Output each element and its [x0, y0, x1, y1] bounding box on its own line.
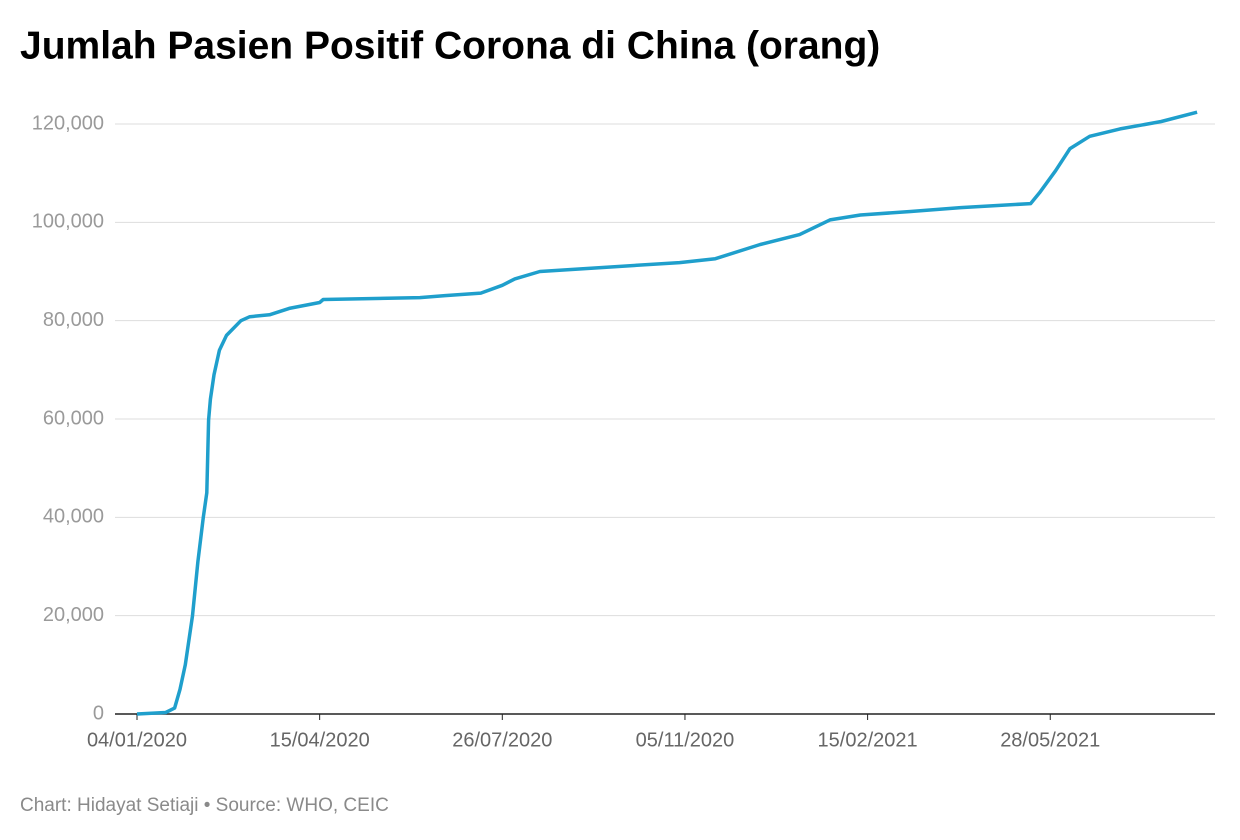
y-tick-label: 80,000 — [43, 309, 104, 331]
y-tick-label: 100,000 — [32, 211, 104, 233]
y-tick-label: 40,000 — [43, 506, 104, 528]
y-tick-label: 60,000 — [43, 407, 104, 429]
chart-title: Jumlah Pasien Positif Corona di China (o… — [20, 24, 880, 67]
x-tick-label: 04/01/2020 — [87, 729, 187, 751]
y-tick-label: 20,000 — [43, 604, 104, 626]
x-tick-label: 26/07/2020 — [452, 729, 552, 751]
y-tick-label: 0 — [93, 702, 104, 724]
source-note: Chart: Hidayat Setiaji • Source: WHO, CE… — [20, 795, 389, 816]
data-line — [136, 110, 1198, 716]
x-tick-label: 15/04/2020 — [270, 729, 370, 751]
x-tick-label: 28/05/2021 — [1000, 729, 1100, 751]
y-tick-label: 120,000 — [32, 112, 104, 134]
x-tick-label: 05/11/2020 — [636, 729, 735, 751]
x-tick-label: 15/02/2021 — [818, 729, 918, 751]
